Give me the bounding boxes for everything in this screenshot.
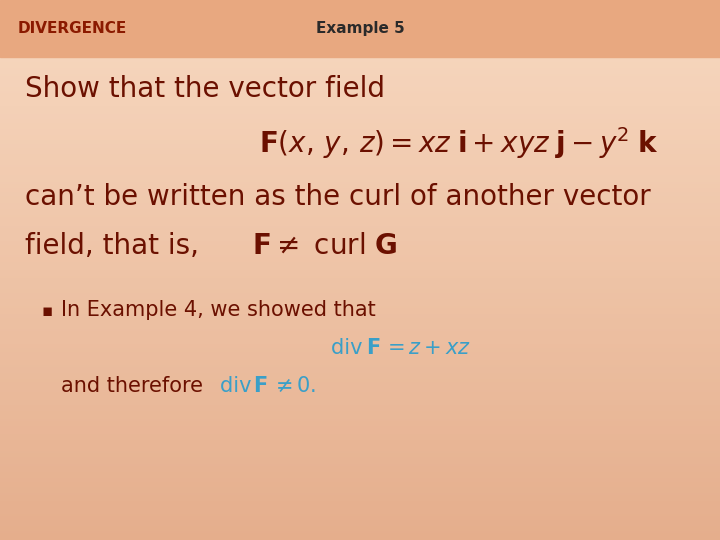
Text: $= z + xz$: $= z + xz$ [383, 338, 471, 359]
Text: DIVERGENCE: DIVERGENCE [18, 21, 127, 36]
Bar [0, 0, 720, 57]
Text: Show that the vector field: Show that the vector field [25, 75, 385, 103]
Text: $\mathbf{F}$: $\mathbf{F}$ [366, 338, 380, 359]
Text: ▪: ▪ [42, 301, 53, 320]
Text: In Example 4, we showed that: In Example 4, we showed that [61, 300, 376, 321]
Text: div: div [220, 376, 258, 396]
Text: $\mathbf{F} \neq$ curl $\mathbf{G}$: $\mathbf{F} \neq$ curl $\mathbf{G}$ [252, 232, 397, 260]
Text: $\mathbf{F}(x,\, y,\, z) = xz\; \mathbf{i} + xyz\; \mathbf{j} - y^2\; \mathbf{k}: $\mathbf{F}(x,\, y,\, z) = xz\; \mathbf{… [259, 125, 659, 161]
Text: $\neq 0.$: $\neq 0.$ [271, 376, 316, 396]
Text: can’t be written as the curl of another vector: can’t be written as the curl of another … [25, 183, 651, 211]
Text: $\mathbf{F}$: $\mathbf{F}$ [253, 376, 268, 396]
Text: and therefore: and therefore [61, 376, 210, 396]
Text: field, that is,: field, that is, [25, 232, 217, 260]
Text: div: div [331, 338, 369, 359]
Text: Example 5: Example 5 [315, 21, 405, 36]
